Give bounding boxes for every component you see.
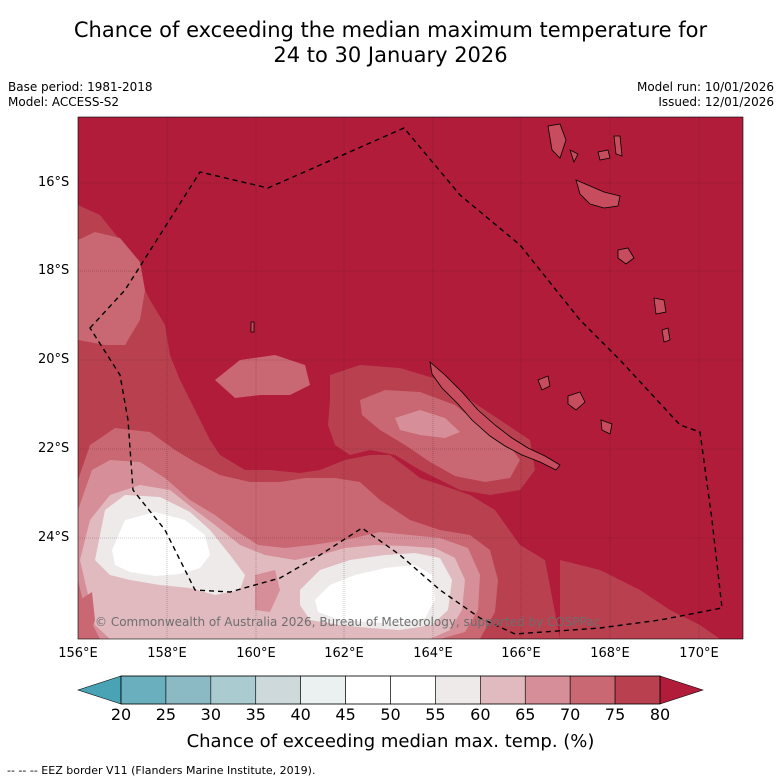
lon-label-162e: 162°E (324, 646, 364, 661)
lat-label-20s: 20°S (38, 352, 70, 367)
copyright-notice: © Commonwealth of Australia 2026, Bureau… (95, 615, 601, 629)
vanuatu-8 (569, 149, 579, 164)
colorbar-tick-label: 35 (245, 705, 266, 724)
lat-label-16s: 16°S (38, 175, 70, 190)
vanuatu-6 (653, 297, 667, 315)
lon-label-170e: 170°E (679, 646, 719, 661)
colorbar-tick-label: 20 (110, 705, 132, 724)
meta-right: Model run: 10/01/2026 Issued: 12/01/2026 (637, 80, 774, 110)
lon-label-164e: 164°E (413, 646, 453, 661)
model-name: Model: ACCESS-S2 (8, 95, 120, 109)
colorbar-cell (300, 675, 346, 705)
vanuatu-4 (613, 135, 623, 157)
map-title: Chance of exceeding the median maximum t… (0, 18, 781, 68)
vanuatu-2 (597, 149, 611, 161)
colorbar-tick-label: 65 (515, 705, 536, 724)
lon-label-160e: 160°E (236, 646, 276, 661)
eez-border (89, 127, 723, 635)
colorbar-tick-label: 40 (290, 705, 311, 724)
field-65-center (395, 410, 460, 438)
loyalty-island-1 (537, 375, 551, 391)
field-50-south (315, 565, 435, 624)
gridlines (78, 117, 743, 639)
colorbar-tick-label: 80 (649, 705, 671, 724)
colorbar-cell (255, 675, 301, 705)
colorbar-cell (120, 675, 167, 705)
vanuatu-3 (575, 179, 621, 209)
field-65-spot (255, 570, 280, 612)
lon-label-168e: 168°E (590, 646, 630, 661)
colorbar-cell (345, 675, 391, 705)
colorbar-tick-label: 70 (559, 705, 581, 724)
lat-label-22s: 22°S (38, 441, 70, 456)
colorbar-title: Chance of exceeding median max. temp. (%… (186, 731, 595, 752)
colorbar-tick-label: 45 (335, 705, 356, 724)
lat-label-24s: 24°S (38, 530, 70, 545)
lat-label-18s: 18°S (38, 263, 70, 278)
field-70-west (78, 232, 145, 345)
colorbar-tick-label: 25 (155, 705, 177, 724)
map-frame (77, 116, 744, 640)
model-run: Model run: 10/01/2026 (636, 80, 774, 94)
colorbar-cell (524, 675, 571, 705)
colorbar-high-arrow (659, 675, 704, 705)
island-west (250, 321, 255, 333)
loyalty-island-2 (567, 391, 586, 411)
colorbar-cell (390, 675, 436, 705)
eez-footnote: -- -- -- EEZ border V11 (Flanders Marine… (7, 764, 316, 777)
field-75-east-spot (560, 560, 720, 639)
colorbar-tick-label: 75 (604, 705, 626, 724)
loyalty-island-3 (600, 419, 613, 435)
colorbar-cell (210, 675, 257, 705)
colorbar-tick-label: 60 (470, 705, 491, 724)
field-50 (112, 512, 210, 576)
field-70-blob (215, 355, 310, 398)
land-outlines (250, 123, 671, 471)
colorbar-cell (614, 675, 661, 705)
colorbar-cell (480, 675, 526, 705)
colorbar-cell (569, 675, 616, 705)
lon-label-158e: 158°E (147, 646, 187, 661)
colorbar-cell (435, 675, 481, 705)
colorbar-tick-label: 55 (425, 705, 446, 724)
colorbar-cell (165, 675, 212, 705)
colorbar-tick-label: 50 (380, 705, 401, 724)
lon-label-156e: 156°E (58, 646, 98, 661)
colorbar-tick-label: 30 (200, 705, 221, 724)
vanuatu-5 (617, 247, 635, 265)
issued-date: Issued: 12/01/2026 (658, 95, 774, 109)
field-70-spot (80, 592, 95, 639)
colorbar (77, 675, 704, 705)
lon-label-166e: 166°E (501, 646, 541, 661)
vanuatu-7 (661, 327, 671, 343)
colorbar-frame (120, 675, 661, 705)
colorbar-low-arrow (77, 675, 122, 705)
title-line-2: 24 to 30 January 2026 (273, 43, 508, 67)
probability-field (78, 117, 743, 639)
title-line-1: Chance of exceeding the median maximum t… (73, 18, 708, 42)
colorbar-cells (120, 675, 661, 705)
new-caledonia (429, 360, 561, 471)
vanuatu-1 (547, 123, 567, 159)
base-period: Base period: 1981-2018 (8, 80, 153, 94)
meta-left: Base period: 1981-2018 Model: ACCESS-S2 (8, 80, 153, 110)
